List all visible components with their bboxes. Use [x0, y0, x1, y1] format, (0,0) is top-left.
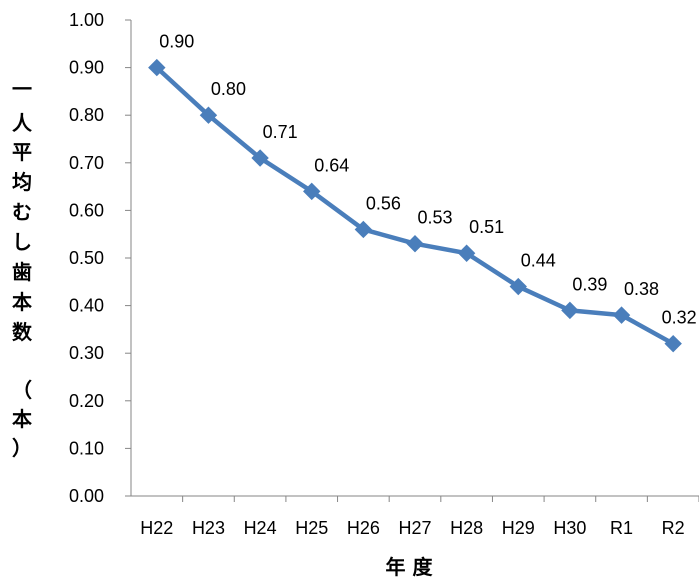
- data-point-marker: [561, 301, 579, 320]
- y-tick-label: 1.00: [69, 10, 104, 30]
- y-axis-title-char: 本: [12, 290, 32, 314]
- x-tick-label: H28: [450, 518, 483, 538]
- data-point-marker: [148, 58, 166, 77]
- x-tick-label: H23: [192, 518, 225, 538]
- y-axis-title-char: 一: [12, 77, 32, 101]
- y-axis-title-char: 均: [12, 170, 32, 194]
- y-tick-label: 0.60: [69, 200, 104, 220]
- x-tick-label: R2: [662, 518, 685, 538]
- data-label: 0.51: [469, 217, 504, 237]
- data-point-marker: [457, 244, 476, 262]
- data-label-group: 0.90 0.80 0.71 0.64 0.56 0.53 0.51 0.44 0.39 0.38…: [159, 32, 696, 328]
- x-tick-label: H24: [244, 518, 277, 538]
- y-tick-labels: 0.00 0.10 0.20 0.30 0.40 0.50 0.60 0.70 0.80 0.90…: [69, 10, 104, 506]
- x-tick-labels: H22 H23 H24 H25 H26 H27 H28 H29 H30 R1 R2: [140, 518, 684, 538]
- y-axis-title-char: む: [12, 200, 32, 224]
- y-axis-title-char: し: [12, 230, 32, 254]
- data-label: 0.56: [366, 193, 401, 213]
- x-tick-label: H25: [295, 518, 328, 538]
- x-tick-label: H22: [140, 518, 173, 538]
- y-tick-label: 0.00: [69, 486, 104, 506]
- data-label: 0.39: [572, 274, 607, 294]
- data-label: 0.53: [417, 208, 452, 228]
- y-axis-title-char: 本: [12, 407, 32, 431]
- y-tick-label: 0.50: [69, 248, 104, 268]
- data-label: 0.90: [159, 32, 194, 52]
- data-point-marker: [199, 106, 218, 124]
- x-tick-label: R1: [610, 518, 633, 538]
- x-tick-label: H30: [553, 518, 586, 538]
- data-label: 0.32: [662, 308, 697, 328]
- x-tick-label: H26: [347, 518, 380, 538]
- data-label: 0.38: [624, 279, 659, 299]
- data-point-marker: [509, 277, 527, 296]
- y-axis-title-char: 平: [12, 140, 32, 164]
- data-point-marker: [354, 220, 373, 239]
- x-tick-label: H29: [502, 518, 535, 538]
- y-axis-title-char: 人: [12, 111, 33, 135]
- y-tick-label: 0.10: [69, 438, 104, 458]
- series-line-group: [154, 65, 676, 346]
- data-point-marker: [303, 182, 321, 201]
- data-point-marker: [406, 235, 424, 253]
- data-label: 0.80: [211, 79, 246, 99]
- y-tick-label: 0.70: [69, 153, 104, 173]
- series-line: [154, 65, 676, 346]
- y-tick-label: 0.20: [69, 391, 104, 411]
- data-label: 0.71: [263, 122, 298, 142]
- x-axis-title: 年 度: [386, 555, 434, 579]
- data-point-marker: [664, 334, 682, 353]
- y-axis-title-char: （: [12, 378, 32, 402]
- marker-group: [148, 58, 682, 353]
- data-label: 0.64: [314, 155, 349, 175]
- y-tick-label: 0.90: [69, 58, 104, 78]
- y-tick-label: 0.80: [69, 105, 104, 125]
- y-tick-label: 0.40: [69, 296, 104, 316]
- data-point-marker: [251, 149, 269, 167]
- data-label: 0.44: [521, 251, 556, 271]
- y-axis-title-char: 数: [12, 320, 33, 344]
- y-tick-label: 0.30: [69, 343, 104, 363]
- axes: [125, 19, 699, 502]
- y-axis-title-char: 歯: [12, 260, 32, 284]
- y-axis-title-char: ）: [12, 436, 32, 460]
- data-point-marker: [612, 306, 631, 324]
- x-tick-label: H27: [398, 518, 431, 538]
